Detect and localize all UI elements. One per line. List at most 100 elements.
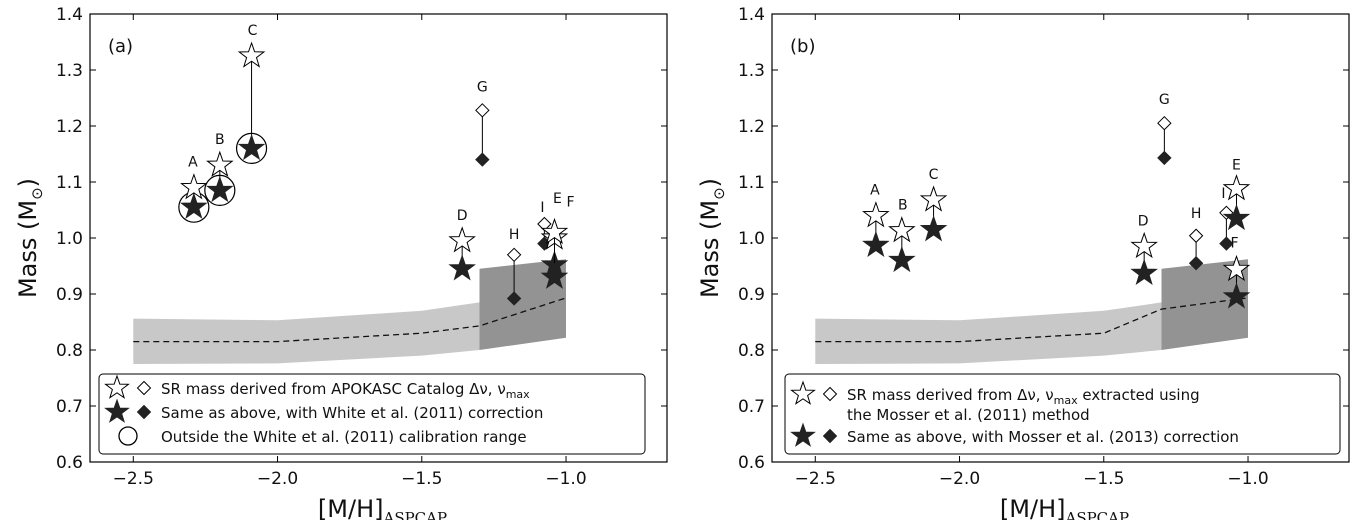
median-line bbox=[815, 297, 1249, 343]
diamond-open-G bbox=[1157, 115, 1172, 131]
chart-panel-b: −2.5 −2.0 −1.5 −1.0 0.6 0.7 0.8 0.9 1.0 1.1 1.2 1.3… bbox=[696, 5, 1350, 520]
x-tick-label: −2.0 bbox=[257, 469, 298, 489]
y-tick-label: 0.8 bbox=[56, 341, 83, 361]
band-dark bbox=[1161, 259, 1248, 350]
x-axis-title-sub: ASPCAP bbox=[1064, 509, 1129, 520]
star-open-C bbox=[919, 185, 948, 212]
y-axis-title-sun: ⊙ bbox=[28, 187, 46, 200]
star-filled-D bbox=[448, 254, 476, 281]
star-open-E bbox=[1222, 174, 1251, 201]
label-F: F bbox=[1230, 235, 1238, 251]
x-tick-label: −2.0 bbox=[939, 469, 980, 489]
calibration-circle-B bbox=[204, 174, 236, 206]
y-tick-label: 1.3 bbox=[738, 61, 765, 81]
y-tick-label: 0.6 bbox=[738, 453, 765, 473]
legend-filled-diamond bbox=[822, 428, 838, 444]
panel-label: (b) bbox=[790, 36, 815, 57]
chart-panel-a: −2.5 −2.0 −1.5 −1.0 0.6 0.7 0.8 0.9 1.0 1.1 1.2 1.3… bbox=[14, 5, 668, 520]
legend-text-tail: extracted using bbox=[1078, 386, 1200, 404]
y-tick-label: 1.2 bbox=[56, 117, 83, 137]
legend-text-sub: max bbox=[506, 388, 530, 401]
y-tick-label: 0.9 bbox=[738, 285, 765, 305]
legend-text-main: SR mass derived from Δν, ν bbox=[847, 386, 1054, 404]
label-E: E bbox=[1232, 158, 1241, 174]
label-D: D bbox=[457, 208, 468, 224]
y-axis-title-end: ) bbox=[696, 178, 724, 187]
star-open-A bbox=[862, 201, 890, 228]
y-axis-title: Mass (M⊙) bbox=[14, 178, 46, 298]
x-tick-label: −1.0 bbox=[1227, 469, 1268, 489]
legend-text: SR mass derived from APOKASC Catalog Δν,… bbox=[161, 380, 530, 401]
legend-frame bbox=[784, 373, 1341, 455]
label-A: A bbox=[188, 155, 198, 171]
legend-text-main: Outside the White et al. (2011) calibrat… bbox=[161, 428, 527, 446]
label-F: F bbox=[566, 194, 574, 210]
legend-open-star bbox=[790, 380, 816, 405]
y-axis-title-text: Mass (M⊙) bbox=[696, 178, 728, 298]
y-tick-label: 1.2 bbox=[738, 117, 765, 137]
x-axis-title-sub: ASPCAP bbox=[382, 509, 447, 520]
star-open-C bbox=[237, 41, 266, 68]
diamond-filled-G bbox=[1157, 150, 1172, 166]
y-tick-label: 0.7 bbox=[56, 397, 83, 417]
y-tick-label: 0.7 bbox=[738, 397, 765, 417]
legend-open-diamond bbox=[136, 380, 152, 396]
star-filled-B bbox=[206, 175, 234, 203]
legend-filled-star bbox=[790, 422, 816, 447]
legend-open-star bbox=[104, 374, 130, 399]
label-A: A bbox=[870, 183, 880, 199]
label-E: E bbox=[553, 191, 562, 207]
band-light bbox=[133, 302, 480, 364]
y-axis-title-main: Mass (M bbox=[14, 200, 42, 298]
y-tick-label: 0.8 bbox=[738, 341, 765, 361]
y-tick-label: 0.9 bbox=[56, 285, 83, 305]
x-tick-label: −1.5 bbox=[1083, 469, 1124, 489]
star-open-F bbox=[540, 217, 569, 245]
legend-text: Outside the White et al. (2011) calibrat… bbox=[161, 428, 527, 446]
label-B: B bbox=[898, 198, 908, 214]
legend-text-main: Same as above, with Mosser et al. (2013)… bbox=[847, 428, 1239, 446]
x-axis-title: [M/H]ASPCAP bbox=[1000, 495, 1129, 520]
y-tick-label: 1.4 bbox=[56, 5, 83, 25]
y-axis-title: Mass (M⊙) bbox=[696, 178, 728, 298]
band-dark bbox=[479, 259, 566, 350]
x-tick-label: −2.5 bbox=[113, 469, 154, 489]
x-tick-label: −2.5 bbox=[795, 469, 836, 489]
legend-text-main: Same as above, with White et al. (2011) … bbox=[161, 404, 543, 422]
diamond-filled-H bbox=[506, 291, 522, 306]
legend-text-main: the Mosser et al. (2011) method bbox=[847, 406, 1090, 424]
star-filled-B bbox=[888, 245, 916, 273]
legend-text: the Mosser et al. (2011) method bbox=[847, 406, 1090, 424]
legend-filled-star bbox=[104, 398, 130, 423]
label-C: C bbox=[248, 23, 258, 39]
legend-text: SR mass derived from Δν, νmax extracted … bbox=[847, 386, 1200, 407]
star-open-A bbox=[180, 173, 208, 200]
label-G: G bbox=[1159, 92, 1170, 108]
star-open-D bbox=[448, 226, 476, 253]
diamond-filled-H bbox=[1188, 255, 1204, 271]
legend-text-main: SR mass derived from APOKASC Catalog Δν,… bbox=[161, 380, 506, 398]
label-G: G bbox=[477, 79, 488, 95]
diamond-open-H bbox=[506, 247, 522, 263]
legend-text: Same as above, with White et al. (2011) … bbox=[161, 404, 543, 422]
y-axis-title-main: Mass (M bbox=[696, 200, 724, 298]
y-tick-label: 1.4 bbox=[738, 5, 765, 25]
star-open-B bbox=[888, 216, 916, 243]
panel-label: (a) bbox=[108, 36, 133, 57]
y-axis-title-end: ) bbox=[14, 178, 42, 187]
label-H: H bbox=[509, 227, 520, 243]
y-tick-label: 1.1 bbox=[56, 173, 83, 193]
legend: SR mass derived from Δν, νmax extracted … bbox=[784, 373, 1341, 455]
x-axis-title-main: [M/H] bbox=[1000, 495, 1066, 520]
calibration-circle-C bbox=[235, 132, 268, 164]
star-filled-C bbox=[237, 133, 266, 161]
label-C: C bbox=[929, 167, 939, 183]
y-tick-label: 0.6 bbox=[56, 453, 83, 473]
star-filled-E bbox=[1222, 203, 1251, 231]
x-tick-label: −1.5 bbox=[401, 469, 442, 489]
y-axis-title-text: Mass (M⊙) bbox=[14, 178, 46, 298]
diamond-open-G bbox=[475, 103, 490, 118]
label-B: B bbox=[215, 132, 225, 148]
diamond-filled-G bbox=[475, 152, 490, 167]
